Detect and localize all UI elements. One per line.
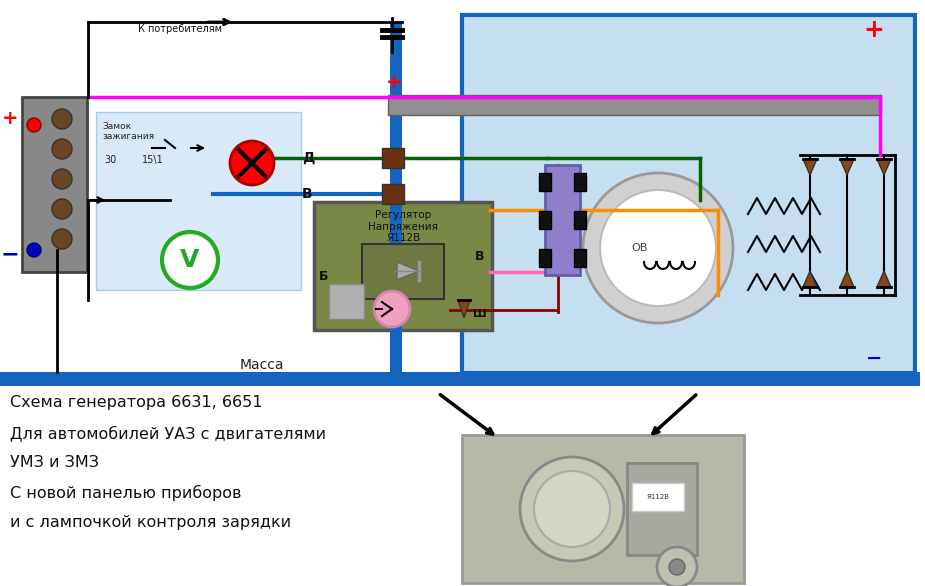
Circle shape (27, 118, 41, 132)
Polygon shape (458, 300, 470, 318)
Polygon shape (803, 159, 817, 175)
Bar (574, 211, 586, 229)
Text: ОВ: ОВ (632, 243, 648, 253)
Text: 30: 30 (104, 155, 117, 165)
Polygon shape (803, 271, 817, 287)
Polygon shape (877, 271, 891, 287)
Text: +: + (386, 73, 402, 93)
Bar (314, 202, 492, 330)
Bar (574, 173, 586, 191)
Text: Ш: Ш (473, 309, 487, 319)
Bar (539, 173, 551, 191)
Circle shape (27, 243, 41, 257)
Bar (362, 244, 444, 299)
Circle shape (657, 547, 697, 586)
Text: −: − (866, 349, 882, 367)
Bar (632, 483, 684, 511)
Bar (574, 249, 586, 267)
Text: −: − (1, 244, 19, 264)
Circle shape (162, 232, 218, 288)
Circle shape (374, 291, 410, 327)
Circle shape (52, 139, 72, 159)
Bar (545, 165, 580, 275)
Text: Д: Д (302, 151, 314, 165)
Bar (382, 148, 404, 168)
Text: Я112В: Я112В (647, 494, 670, 500)
Polygon shape (877, 159, 891, 175)
Text: С новой панелью приборов: С новой панелью приборов (10, 485, 241, 501)
Bar (390, 22, 402, 374)
Text: +: + (2, 110, 19, 128)
Bar (462, 435, 744, 583)
Text: 15\1: 15\1 (142, 155, 164, 165)
Text: К потребителям: К потребителям (138, 24, 222, 34)
Text: V: V (180, 248, 200, 272)
Text: Схема генератора 6631, 6651: Схема генератора 6631, 6651 (10, 395, 263, 410)
Circle shape (52, 199, 72, 219)
Polygon shape (840, 159, 854, 175)
Text: В: В (302, 187, 313, 201)
Bar (627, 463, 697, 555)
Circle shape (52, 109, 72, 129)
Bar (388, 95, 881, 115)
Text: УМЗ и ЗМЗ: УМЗ и ЗМЗ (10, 455, 99, 470)
Text: Для автомобилей УАЗ с двигателями: Для автомобилей УАЗ с двигателями (10, 425, 327, 441)
Polygon shape (840, 271, 854, 287)
Text: +: + (864, 18, 884, 42)
Circle shape (669, 559, 685, 575)
Bar (462, 15, 915, 373)
Bar (382, 184, 404, 204)
Bar (329, 284, 364, 319)
Text: Масса: Масса (240, 358, 284, 372)
Bar (539, 249, 551, 267)
Circle shape (600, 190, 716, 306)
Circle shape (52, 229, 72, 249)
Text: Замок
зажигания: Замок зажигания (102, 122, 154, 141)
Text: Б: Б (319, 270, 328, 282)
Polygon shape (397, 262, 419, 280)
Bar (96, 112, 301, 290)
Text: В: В (475, 250, 485, 263)
Circle shape (520, 457, 624, 561)
Text: Регулятор
Напряжения
Я112В: Регулятор Напряжения Я112В (368, 210, 438, 243)
Circle shape (230, 141, 274, 185)
Bar (539, 211, 551, 229)
Circle shape (52, 169, 72, 189)
Circle shape (534, 471, 610, 547)
Bar (22, 97, 87, 272)
Bar (0, 372, 920, 386)
Circle shape (583, 173, 733, 323)
Text: и с лампочкой контроля зарядки: и с лампочкой контроля зарядки (10, 515, 291, 530)
